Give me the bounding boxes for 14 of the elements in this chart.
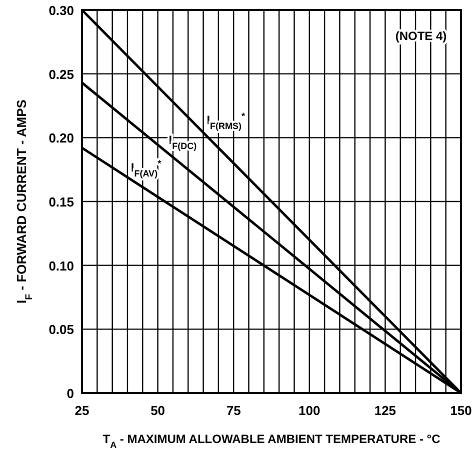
y-tick-label: 0.30	[48, 3, 74, 18]
x-tick-label: 50	[150, 403, 166, 418]
y-tick-label: 0.20	[48, 130, 74, 146]
x-tick-label: 25	[74, 403, 90, 418]
y-tick-label: 0	[66, 386, 74, 401]
x-tick-label: 125	[374, 403, 396, 418]
x-axis-title: T$_{A}$ - MAXIMUM ALLOWABLE AMBIENT TEMPERATURE - °C	[102, 432, 441, 450]
x-tick-label: 150	[450, 403, 472, 418]
y-tick-label: 0.10	[48, 258, 74, 274]
y-tick-label: 0.25	[48, 66, 74, 82]
x-tick-label: 100	[298, 403, 320, 418]
y-tick-label: 0.05	[48, 322, 74, 338]
y-tick-label: 0.15	[48, 194, 74, 210]
x-tick-label: 75	[226, 403, 241, 418]
